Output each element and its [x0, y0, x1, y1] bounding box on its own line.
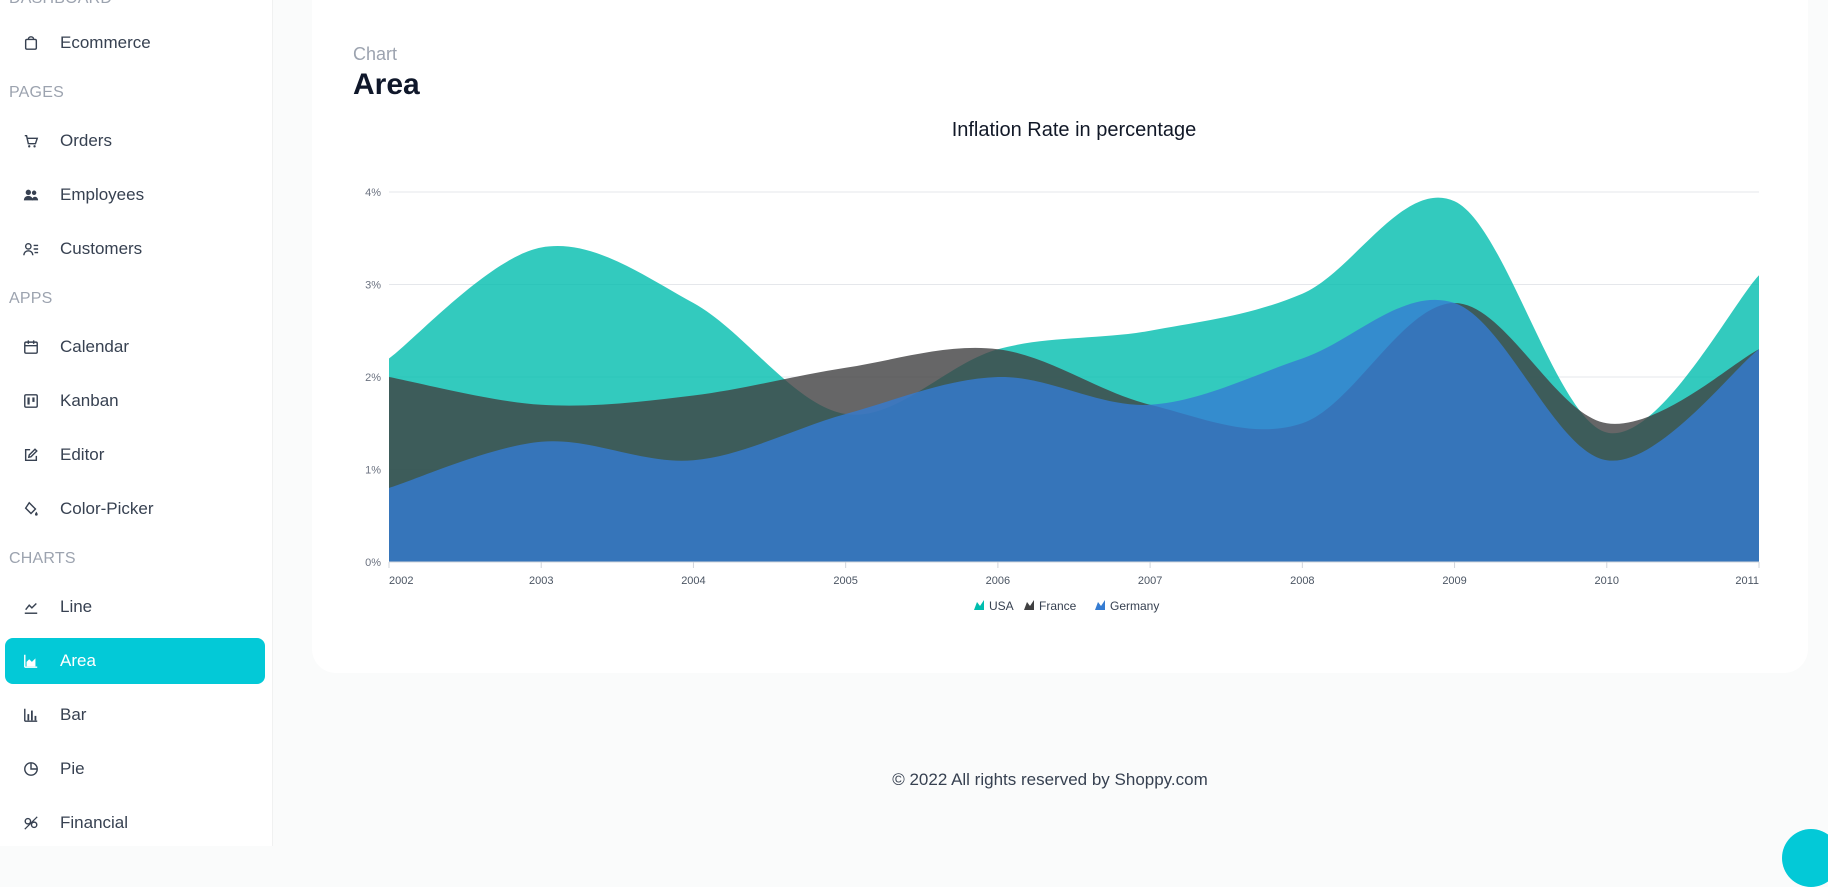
- x-tick-label: 2006: [986, 575, 1010, 587]
- sidebar-item-label: Editor: [60, 445, 104, 465]
- legend-label: France: [1039, 599, 1077, 613]
- x-tick-label: 2009: [1442, 575, 1466, 587]
- sidebar-item-line[interactable]: Line: [5, 584, 265, 630]
- sidebar-item-orders[interactable]: Orders: [5, 118, 265, 164]
- sidebar-section-apps: APPS: [9, 290, 53, 308]
- legend-area-icon: [1024, 600, 1034, 610]
- legend-item-germany[interactable]: Germany: [1095, 599, 1159, 613]
- sidebar-item-label: Customers: [60, 239, 142, 259]
- sidebar-item-financial[interactable]: Financial: [5, 800, 265, 846]
- sidebar-section-dashboard: DASHBOARD: [9, 0, 112, 8]
- y-tick-label: 4%: [365, 187, 381, 199]
- x-tick-label: 2010: [1595, 575, 1619, 587]
- area-chart-icon: [22, 652, 40, 670]
- y-tick-label: 0%: [365, 557, 381, 569]
- financial-icon: [22, 814, 40, 832]
- area-chart: Inflation Rate in percentage 0% 1% 2% 3% 4% 20…: [340, 100, 1770, 630]
- contact-list-icon: [22, 240, 40, 258]
- y-tick-label: 1%: [365, 465, 381, 477]
- sidebar-section-charts: CHARTS: [9, 550, 76, 568]
- y-tick-label: 2%: [365, 372, 381, 384]
- sidebar-item-label: Pie: [60, 759, 85, 779]
- sidebar-item-label: Ecommerce: [60, 33, 151, 53]
- x-tick-label: 2008: [1290, 575, 1314, 587]
- cart-icon: [22, 132, 40, 150]
- x-tick-label: 2011: [1735, 575, 1759, 587]
- legend-label: Germany: [1110, 599, 1159, 613]
- page-category: Chart: [353, 44, 397, 65]
- sidebar-item-label: Orders: [60, 131, 112, 151]
- x-tick-label: 2002: [389, 575, 413, 587]
- x-tick-label: 2005: [833, 575, 857, 587]
- sidebar-item-customers[interactable]: Customers: [5, 226, 265, 272]
- sidebar-item-pie[interactable]: Pie: [5, 746, 265, 792]
- calendar-icon: [22, 338, 40, 356]
- legend-item-france[interactable]: France: [1024, 599, 1077, 613]
- footer-copyright: © 2022 All rights reserved by Shoppy.com: [272, 770, 1828, 790]
- legend-item-usa[interactable]: USA: [974, 599, 1014, 613]
- sidebar: DASHBOARD PAGES APPS CHARTS Ecommerce Orders E…: [0, 0, 272, 846]
- x-tick-label: 2007: [1138, 575, 1162, 587]
- line-chart-icon: [22, 598, 40, 616]
- sidebar-item-color-picker[interactable]: Color-Picker: [5, 486, 265, 532]
- sidebar-section-pages: PAGES: [9, 84, 64, 102]
- sidebar-item-label: Color-Picker: [60, 499, 154, 519]
- sidebar-item-label: Employees: [60, 185, 144, 205]
- sidebar-item-label: Line: [60, 597, 92, 617]
- chart-title: Inflation Rate in percentage: [952, 119, 1197, 141]
- edit-icon: [22, 446, 40, 464]
- sidebar-item-label: Bar: [60, 705, 86, 725]
- settings-fab-button[interactable]: [1782, 829, 1828, 887]
- sidebar-item-area[interactable]: Area: [5, 638, 265, 684]
- sidebar-item-bar[interactable]: Bar: [5, 692, 265, 738]
- legend-label: USA: [989, 599, 1014, 613]
- sidebar-item-label: Financial: [60, 813, 128, 833]
- pie-chart-icon: [22, 760, 40, 778]
- sidebar-item-calendar[interactable]: Calendar: [5, 324, 265, 370]
- shopping-bag-icon: [22, 34, 40, 52]
- bar-chart-icon: [22, 706, 40, 724]
- sidebar-item-label: Calendar: [60, 337, 129, 357]
- x-tick-label: 2003: [529, 575, 553, 587]
- sidebar-item-label: Area: [60, 651, 96, 671]
- legend-area-icon: [1095, 600, 1105, 610]
- people-icon: [22, 186, 40, 204]
- paint-bucket-icon: [22, 500, 40, 518]
- x-tick-label: 2004: [681, 575, 705, 587]
- sidebar-item-label: Kanban: [60, 391, 119, 411]
- sidebar-item-kanban[interactable]: Kanban: [5, 378, 265, 424]
- legend-area-icon: [974, 600, 984, 610]
- page-title: Area: [353, 68, 420, 102]
- sidebar-item-ecommerce[interactable]: Ecommerce: [5, 20, 265, 66]
- sidebar-item-employees[interactable]: Employees: [5, 172, 265, 218]
- kanban-icon: [22, 392, 40, 410]
- y-tick-label: 3%: [365, 280, 381, 292]
- sidebar-item-editor[interactable]: Editor: [5, 432, 265, 478]
